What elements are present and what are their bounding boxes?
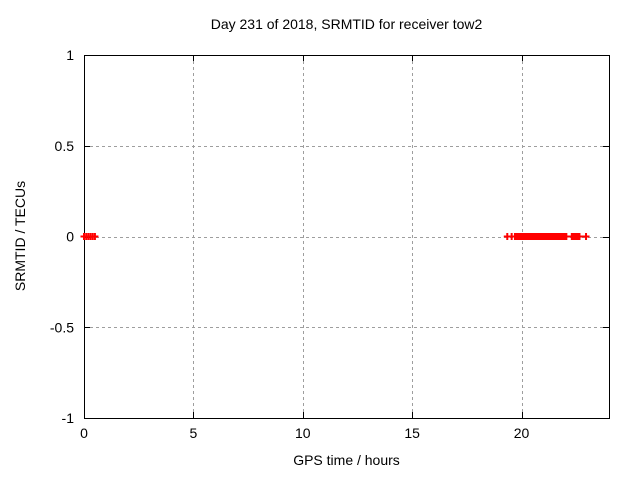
y-tick-label: 0 <box>66 229 74 245</box>
y-tick-label: 0.5 <box>55 138 75 154</box>
x-tick-label: 15 <box>404 425 420 441</box>
chart-title: Day 231 of 2018, SRMTID for receiver tow… <box>210 16 483 32</box>
x-axis-label: GPS time / hours <box>293 452 400 468</box>
y-tick-label: -1 <box>62 410 75 426</box>
x-tick-label: 5 <box>189 425 197 441</box>
y-tick-label: 1 <box>66 47 74 63</box>
x-tick-label: 20 <box>514 425 530 441</box>
x-tick-label: 10 <box>295 425 311 441</box>
x-tick-label: 0 <box>80 425 88 441</box>
data-point-markers <box>80 233 590 240</box>
y-tick-label: -0.5 <box>50 319 74 335</box>
